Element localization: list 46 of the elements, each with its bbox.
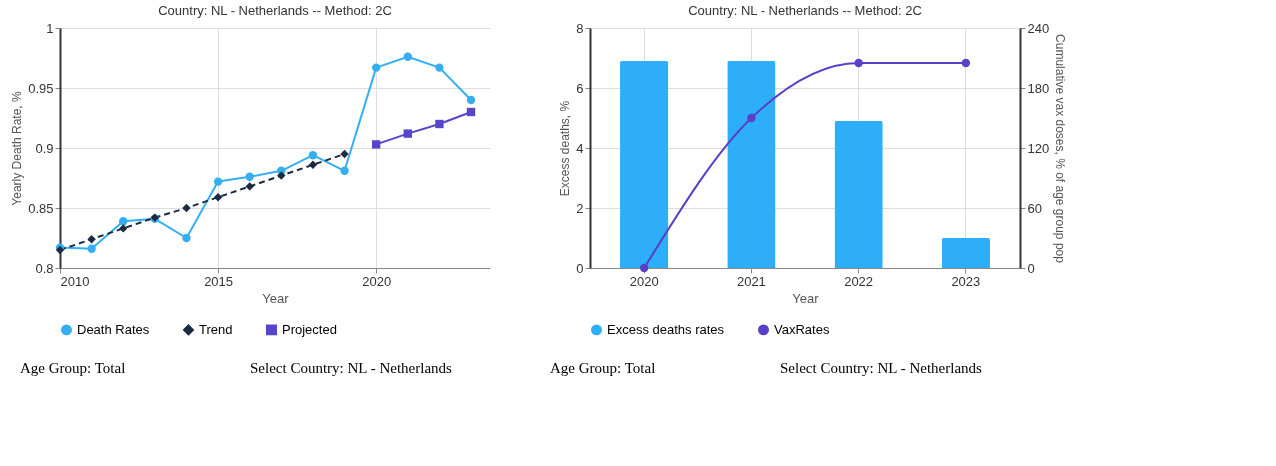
y2-tick-label: 120	[1027, 140, 1050, 156]
y2-tick-label: 0	[1027, 260, 1035, 276]
point	[639, 263, 649, 273]
point	[961, 58, 971, 68]
y-axis-title: Excess deaths, %	[558, 100, 573, 197]
chart-title: Country: NL - Netherlands -- Method: 2C	[688, 3, 922, 18]
legend-label: Trend	[199, 321, 233, 337]
legend-label: VaxRates	[774, 321, 830, 337]
legend-label: Excess deaths rates	[607, 321, 725, 337]
x-tick-label: 2020	[362, 273, 392, 289]
point	[747, 113, 756, 123]
text: Select Country: NL - Netherlands	[250, 360, 453, 376]
y-tick-label: 4	[576, 140, 584, 156]
x-tick-label: 2020	[629, 273, 659, 289]
y2-tick-label: 240	[1027, 20, 1050, 36]
y2-tick-label: 60	[1027, 200, 1042, 216]
x-tick-label: 2023	[951, 273, 981, 289]
text: Age Group: Total	[20, 360, 126, 376]
y-tick-label: 0	[576, 260, 584, 276]
y-tick-label: 1	[46, 20, 54, 36]
bar	[941, 238, 990, 268]
y2-axis-title: Cumulative vax doses, % of age group pop	[1053, 34, 1068, 264]
chart-title: Country: NL - Netherlands -- Method: 2C	[158, 3, 392, 18]
bar	[620, 61, 669, 268]
text: Select Country: NL - Netherlands	[780, 360, 983, 376]
y-tick-label: 0.85	[28, 200, 54, 216]
legend-label: Projected	[282, 321, 337, 337]
y-tick-label: 0.95	[28, 80, 54, 96]
y-tick-label: 8	[576, 20, 584, 36]
text: Age Group: Total	[550, 360, 656, 376]
y2-tick-label: 180	[1027, 80, 1050, 96]
y-tick-label: 0.8	[35, 260, 54, 276]
point	[854, 58, 863, 68]
x-axis-title: Year	[262, 290, 290, 306]
legend-label: Death Rates	[77, 321, 150, 337]
x-axis-title: Year	[792, 290, 820, 306]
y-tick-label: 0.9	[35, 140, 54, 156]
y-tick-label: 2	[576, 200, 584, 216]
y-tick-label: 6	[576, 80, 584, 96]
bar	[727, 61, 776, 268]
x-tick-label: 2015	[204, 273, 234, 289]
x-tick-label: 2022	[844, 273, 874, 289]
bar	[834, 121, 883, 268]
x-tick-label: 2021	[736, 273, 766, 289]
y-axis-title: Yearly Death Rate, %	[10, 91, 25, 206]
x-tick-label: 2010	[60, 273, 90, 289]
